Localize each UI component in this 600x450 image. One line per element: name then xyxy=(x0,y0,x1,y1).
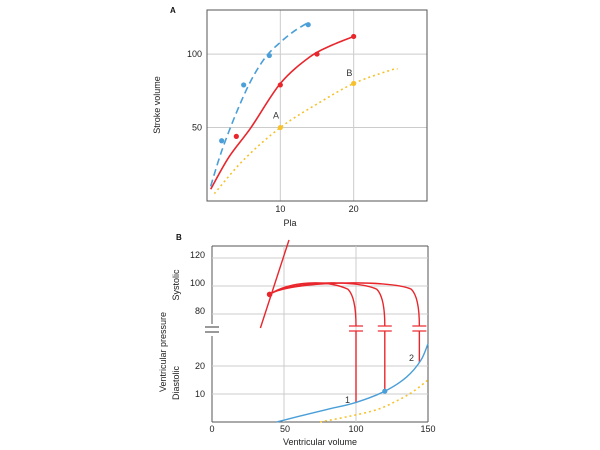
point-label-b: B xyxy=(346,68,352,78)
pressure-volume-loop xyxy=(269,282,357,327)
y-axis-label: Ventricular pressure xyxy=(158,312,168,392)
series-line-blue xyxy=(209,21,311,187)
y-tick-label: 100 xyxy=(187,49,202,59)
data-point-blue xyxy=(305,22,311,28)
x-tick-label: 100 xyxy=(348,424,363,434)
y-tick-label: 120 xyxy=(190,250,205,260)
chart-a-grid xyxy=(207,10,427,201)
data-point-yellow xyxy=(277,124,283,131)
pressure-volume-loop xyxy=(269,282,386,327)
x-axis-label: Ventricular volume xyxy=(283,437,357,447)
x-tick-label: 20 xyxy=(349,204,359,214)
point-label-a: A xyxy=(273,111,279,121)
curve-label-1: 1 xyxy=(345,395,350,405)
series-line-red xyxy=(209,35,354,190)
chart-b-grid xyxy=(205,245,429,423)
data-point-red xyxy=(351,33,357,40)
panel-a-label: A xyxy=(170,6,176,15)
x-tick-label: 50 xyxy=(280,424,290,434)
x-axis-label: Pla xyxy=(283,218,296,228)
y-tick-label: 20 xyxy=(195,361,205,371)
pressure-volume-loop xyxy=(269,282,421,327)
y-tick-label: 80 xyxy=(195,306,205,316)
data-point-red xyxy=(233,133,239,139)
chart-a-marks xyxy=(209,21,398,195)
chart-b: B 0 50 100 150 10 20 80 100 120 Ventricu… xyxy=(158,233,436,447)
y-tick-label: 100 xyxy=(190,278,205,288)
data-point-blue xyxy=(382,388,388,394)
diastolic-curve-1 xyxy=(276,343,429,423)
series-line-yellow xyxy=(213,67,398,195)
x-tick-label: 0 xyxy=(209,424,214,434)
espvr-line xyxy=(259,239,290,329)
x-tick-label: 10 xyxy=(275,204,285,214)
curve-label-2: 2 xyxy=(409,353,414,363)
data-point-blue xyxy=(266,52,272,59)
chart-a-frame xyxy=(206,9,428,202)
chart-b-marks xyxy=(259,239,429,423)
data-point-red xyxy=(277,82,283,88)
data-point-blue xyxy=(241,82,247,88)
chart-a: A 10 20 50 100 Pla Stroke volume A B xyxy=(152,6,428,228)
data-point-red xyxy=(266,291,273,298)
y-tick-label: 10 xyxy=(195,389,205,399)
y-axis-label: Stroke volume xyxy=(152,76,162,134)
y-tick-label: 50 xyxy=(192,123,202,133)
diastolic-curve-2 xyxy=(319,379,429,423)
data-point-red xyxy=(314,51,320,57)
data-point-blue xyxy=(219,138,225,144)
data-point-yellow xyxy=(351,80,357,87)
panel-b-label: B xyxy=(176,233,182,242)
x-tick-label: 150 xyxy=(420,424,435,434)
y-section-label-systolic: Systolic xyxy=(171,269,181,301)
y-section-label-diastolic: Diastolic xyxy=(171,365,181,400)
